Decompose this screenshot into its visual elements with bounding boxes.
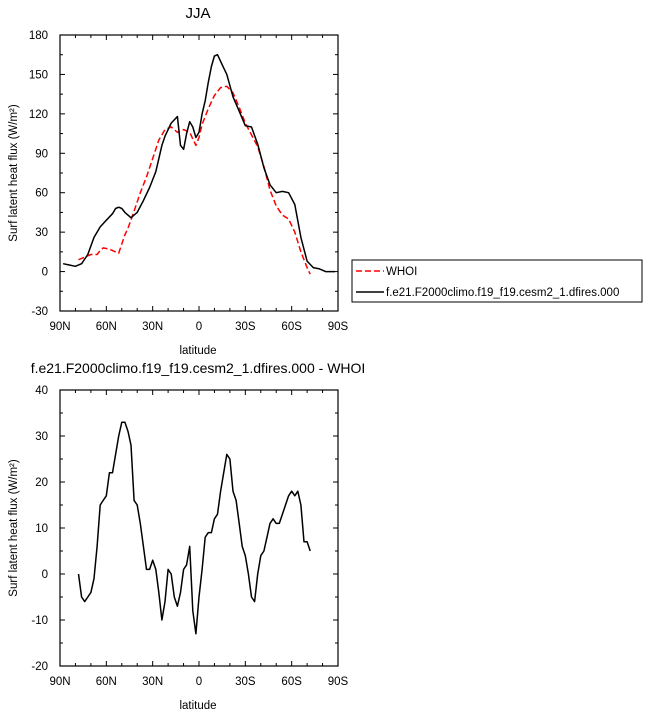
top-xtick-label: 90N: [49, 321, 70, 333]
bottom-plot-frame: [59, 389, 339, 667]
top-ytick-label: 0: [42, 267, 48, 279]
top-panel: JJA 90N 60N 30N 0 30S 60S 90S -30 0 30 60 90 120 150 1…: [8, 5, 643, 357]
top-ytick-label: 60: [35, 188, 48, 200]
bottom-ytick-label: -10: [31, 615, 48, 627]
top-x-axis-label: latitude: [179, 345, 216, 357]
bottom-chart-title: f.e21.F2000climo.f19_f19.cesm2_1.dfires.…: [31, 360, 366, 376]
top-ytick-label: 30: [35, 227, 48, 239]
top-series-line-model: [62, 53, 335, 273]
bottom-y-axis-label: Surf latent heat flux (W/m²): [8, 459, 20, 597]
top-ytick-label: 150: [29, 69, 48, 81]
top-xtick-label: 30N: [142, 321, 163, 333]
bottom-xtick-label: 90N: [49, 676, 70, 688]
top-xtick-label: 0: [196, 321, 202, 333]
bottom-xtick-label: 60S: [281, 676, 302, 688]
bottom-xtick-label: 60N: [96, 676, 117, 688]
top-xtick-label: 90S: [328, 321, 349, 333]
legend-label-whoi: WHOI: [386, 266, 417, 278]
bottom-ytick-label: 30: [35, 431, 48, 443]
bottom-series-line-difference: [77, 421, 311, 635]
top-series-line-whoi: [78, 85, 311, 275]
bottom-xtick-label: 30N: [142, 676, 163, 688]
top-plot-frame: [59, 34, 339, 312]
bottom-xtick-label: 90S: [328, 676, 349, 688]
legend: WHOI f.e21.F2000climo.f19_f19.cesm2_1.df…: [351, 259, 643, 303]
bottom-xtick-label: 30S: [235, 676, 256, 688]
bottom-panel: f.e21.F2000climo.f19_f19.cesm2_1.dfires.…: [8, 360, 365, 712]
top-xtick-label: 30S: [235, 321, 256, 333]
top-ytick-label: 120: [29, 109, 48, 121]
bottom-x-axis-label: latitude: [179, 700, 216, 712]
bottom-ytick-label: -20: [31, 661, 48, 673]
top-ytick-label: -30: [31, 306, 48, 318]
top-xtick-label: 60S: [281, 321, 302, 333]
top-chart-title: JJA: [185, 5, 210, 22]
top-y-axis-label: Surf latent heat flux (W/m²): [8, 104, 20, 242]
bottom-ytick-label: 20: [35, 477, 48, 489]
legend-box: [351, 259, 643, 303]
bottom-ytick-label: 0: [42, 569, 48, 581]
bottom-xtick-label: 0: [196, 676, 202, 688]
bottom-ytick-label: 10: [35, 523, 48, 535]
bottom-ytick-label: 40: [35, 385, 48, 397]
top-ytick-label: 90: [35, 148, 48, 160]
legend-label-model: f.e21.F2000climo.f19_f19.cesm2_1.dfires.…: [386, 287, 619, 299]
top-ytick-label: 180: [29, 30, 48, 42]
top-xtick-label: 60N: [96, 321, 117, 333]
